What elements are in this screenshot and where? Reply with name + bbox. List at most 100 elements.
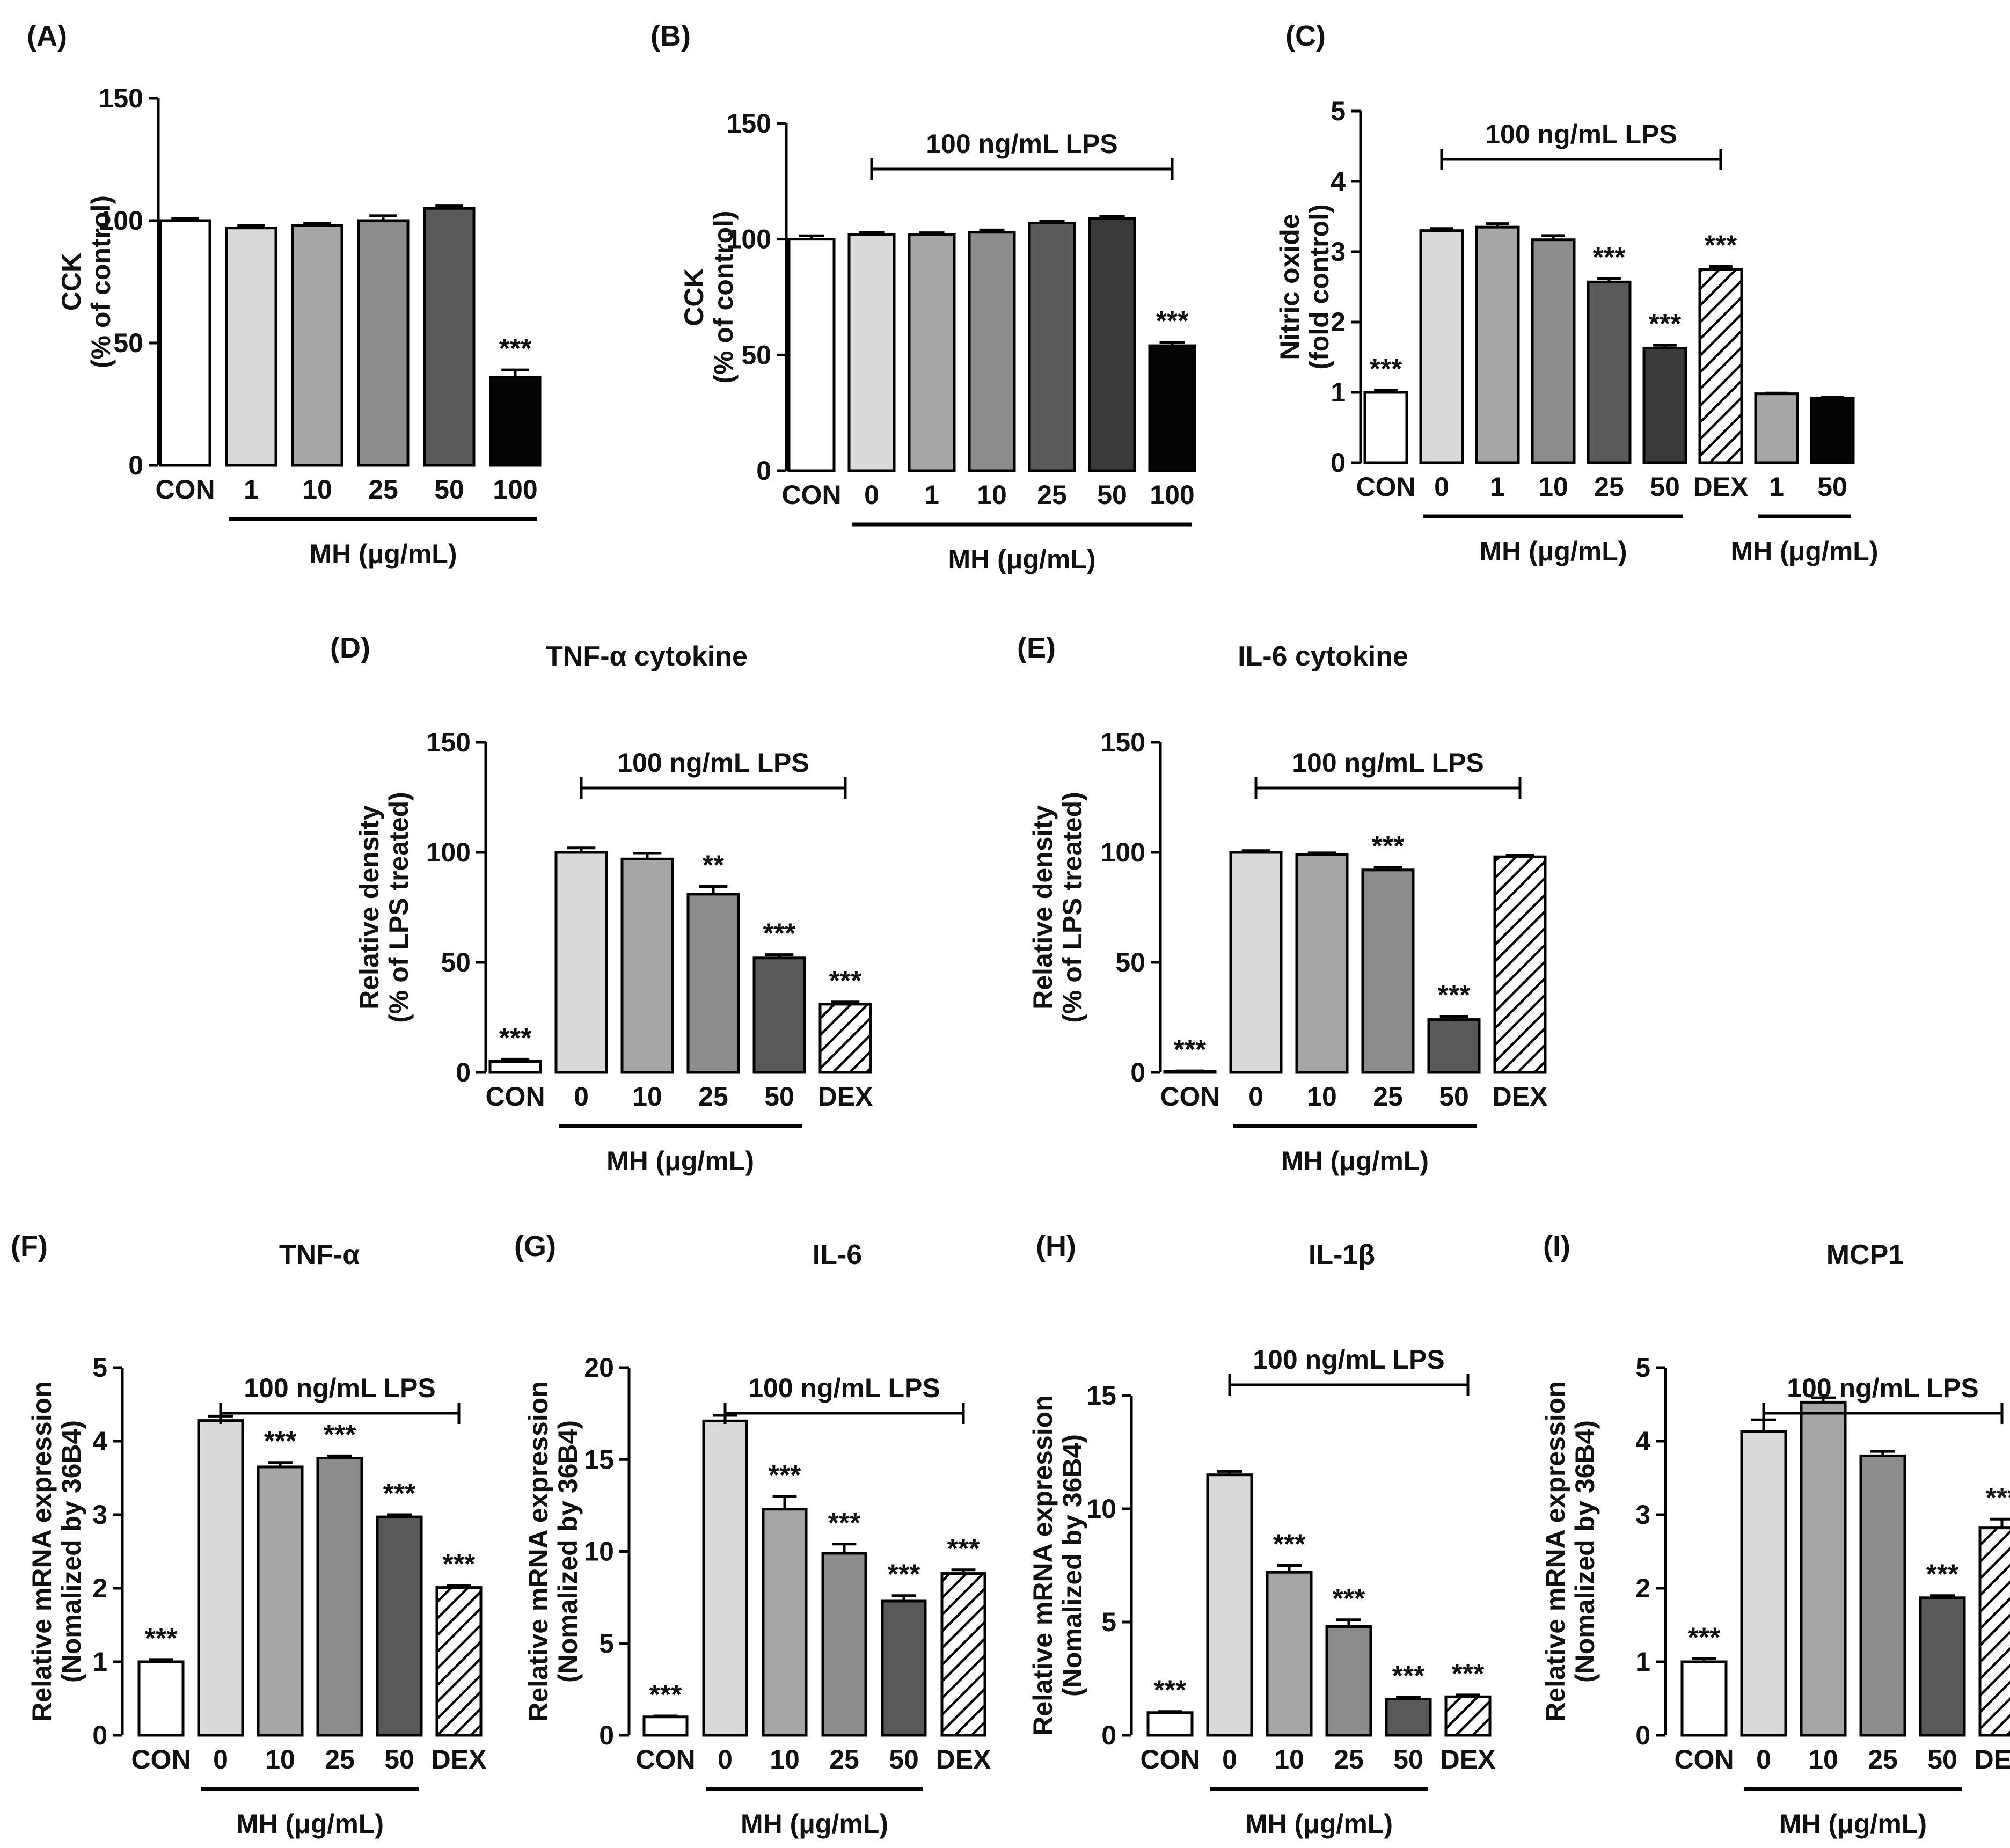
y-tick-label: 150 [727, 108, 771, 138]
x-group-label: MH (μg/mL) [1779, 1809, 1927, 1839]
significance-marker: *** [1705, 230, 1737, 261]
panel-label: (A) [27, 20, 67, 52]
x-tick-label: CON [781, 480, 841, 510]
x-tick-label: DEX [432, 1744, 487, 1774]
significance-marker: *** [1438, 980, 1471, 1011]
significance-marker: *** [1333, 1583, 1365, 1615]
y-axis-label: Nitric oxide [1275, 214, 1305, 360]
x-tick-label: 10 [977, 480, 1007, 510]
x-tick-label: 10 [770, 1744, 800, 1774]
panel-label: (E) [1017, 632, 1056, 664]
chart-panel-c: (C) 0 1 2 3 4 5 Nitric oxide (fold control) *** CO… [1275, 20, 1878, 566]
chart-panel-f: (F) TNF-α 0 1 2 3 4 5 Relative mRNA expression (N… [11, 1230, 486, 1839]
bar-CON [1680, 1660, 1728, 1737]
bar-CON [488, 1060, 542, 1074]
bar-25 [1361, 868, 1415, 1074]
significance-marker: *** [499, 333, 532, 364]
y-tick-label: 0 [599, 1720, 614, 1750]
bar-DEX [1698, 268, 1743, 464]
chart-title: IL-6 [813, 1239, 862, 1270]
y-tick-label: 150 [426, 727, 471, 757]
bar-CON [159, 219, 211, 467]
chart-panel-i: (I) MCP1 0 1 2 3 4 5 Relative mRNA expression (No… [1540, 1230, 2010, 1839]
bar-10 [968, 231, 1016, 472]
x-tick-label: 0 [1248, 1082, 1263, 1112]
bar-25 [1587, 280, 1632, 464]
y-tick-label: 10 [584, 1537, 614, 1567]
bar-0 [197, 1419, 244, 1737]
bar-10 [291, 224, 343, 467]
x-tick-label: CON [1160, 1082, 1219, 1112]
x-group-label: MH (μg/mL) [1245, 1809, 1393, 1839]
significance-marker: *** [499, 1022, 532, 1054]
y-tick-label: 0 [1101, 1720, 1116, 1750]
x-tick-label: 10 [1274, 1744, 1304, 1774]
y-tick-label: 100 [426, 837, 471, 867]
significance-marker: *** [1649, 309, 1682, 340]
x-tick-label: 50 [1439, 1082, 1469, 1112]
y-tick-label: 1 [1635, 1647, 1650, 1677]
y-axis-label: CCK [679, 268, 709, 326]
treatment-label: 100 ng/mL LPS [748, 1373, 940, 1403]
bar-50 [1088, 217, 1136, 472]
significance-marker: *** [443, 1549, 476, 1580]
y-tick-label: 150 [1101, 727, 1145, 757]
chart-panel-g: (G) IL-6 0 5 10 15 20 Relative mRNA expression(… [514, 1230, 991, 1839]
x-tick-label: 50 [1817, 472, 1847, 502]
x-tick-label: 50 [1650, 472, 1680, 502]
significance-marker: *** [1370, 354, 1402, 385]
treatment-label: 100 ng/mL LPS [1485, 119, 1677, 149]
y-tick-label: 5 [1331, 96, 1346, 126]
y-tick-label: 15 [584, 1444, 614, 1474]
bar-DEX [940, 1572, 986, 1737]
y-tick-label: 3 [92, 1500, 107, 1530]
bar-50 [1427, 1018, 1481, 1074]
chart-title: IL-1β [1309, 1239, 1375, 1270]
significance-marker: *** [1156, 306, 1189, 337]
bar-0 [1206, 1473, 1253, 1737]
panel-label: (I) [1543, 1230, 1570, 1262]
x-tick-label: 25 [698, 1082, 728, 1112]
bar-50 [881, 1599, 927, 1737]
bar-CON [642, 1715, 689, 1737]
bar-50 [376, 1515, 423, 1737]
bar-0 [702, 1419, 748, 1737]
y-axis-label: Relative mRNA expression [27, 1381, 57, 1722]
chart-title: TNF-α [279, 1239, 360, 1270]
x-tick-label: CON [1140, 1744, 1200, 1774]
x-tick-label: 50 [764, 1082, 794, 1112]
x-tick-label: 50 [384, 1744, 414, 1774]
y-tick-label: 100 [99, 206, 143, 236]
bar-DEX [1493, 855, 1547, 1074]
significance-marker: *** [145, 1623, 178, 1654]
bar-0 [847, 233, 896, 472]
bar-50 [752, 956, 806, 1074]
chart-title: TNF-α cytokine [546, 641, 748, 672]
x-tick-label: CON [1674, 1744, 1734, 1774]
y-axis-label-sub: (Nomalized by 36B4) [1057, 1434, 1087, 1697]
x-tick-label: CON [1356, 472, 1415, 502]
bar-25 [357, 219, 410, 467]
bar-50 [1919, 1596, 1966, 1737]
bar-0 [554, 851, 608, 1074]
y-tick-label: 2 [92, 1573, 107, 1603]
bar-10 [620, 857, 674, 1074]
y-axis-label: CCK [56, 253, 86, 311]
bar-25 [316, 1457, 363, 1737]
x-group-label: MH (μg/mL) [310, 539, 457, 569]
bar-10 [1266, 1571, 1313, 1737]
y-tick-label: 50 [741, 340, 771, 370]
significance-marker: *** [1986, 1482, 2010, 1514]
significance-marker: *** [383, 1478, 416, 1509]
y-tick-label: 4 [1331, 166, 1346, 196]
y-tick-label: 0 [756, 456, 771, 486]
bar-50 [423, 207, 476, 467]
y-tick-label: 50 [441, 947, 471, 977]
x-tick-label: 1 [1490, 472, 1505, 502]
bar-DEX [818, 1003, 872, 1074]
y-tick-label: 100 [727, 224, 771, 254]
y-axis-label: Relative mRNA expression [1540, 1381, 1570, 1722]
y-tick-label: 1 [1331, 377, 1346, 407]
x-tick-label: 0 [1222, 1744, 1237, 1774]
